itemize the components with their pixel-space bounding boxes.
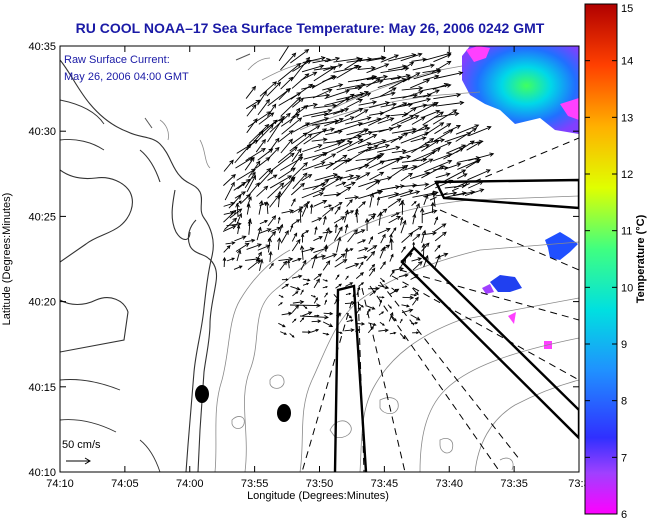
colorbar-title: Temperature (°C) [635, 214, 647, 303]
x-axis-label: Longitude (Degrees:Minutes) [247, 490, 389, 502]
map-title: RU COOL NOAA–17 Sea Surface Temperature:… [75, 20, 545, 36]
scale-arrow [66, 457, 91, 465]
current-time: May 26, 2006 04:00 GMT [64, 71, 189, 83]
inland-waterways [60, 99, 161, 472]
shipping-zones [333, 178, 579, 472]
sst-patch-east [482, 232, 578, 349]
colorbar-tick-label: 12 [621, 169, 633, 181]
colorbar [584, 3, 618, 515]
x-tick-label: 73:40 [435, 478, 463, 490]
colorbar-tick-label: 11 [621, 226, 632, 238]
y-tick-label: 40:35 [28, 41, 56, 53]
y-axis: 40:35 40:30 40:25 40:20 40:15 40:10 [28, 41, 579, 479]
x-tick-label: 74:10 [46, 478, 74, 490]
station-markers [195, 385, 291, 422]
y-tick-label: 40:15 [28, 382, 56, 394]
y-tick-label: 40:30 [28, 126, 56, 138]
coastline [60, 59, 218, 472]
colorbar-ticks: 15 14 13 12 11 10 9 8 7 6 [585, 3, 633, 519]
colorbar-tick-label: 14 [621, 56, 633, 68]
colorbar-tick-label: 10 [621, 282, 633, 294]
sst-patch-northeast [462, 46, 579, 134]
colorbar-tick-label: 8 [621, 396, 627, 408]
x-tick-label: 74:05 [111, 478, 139, 490]
y-tick-label: 40:10 [28, 467, 56, 479]
colorbar-tick-label: 6 [621, 509, 627, 519]
colorbar-tick-label: 9 [621, 339, 627, 351]
current-label: Raw Surface Current: [64, 54, 170, 66]
x-tick-label: 73:35 [500, 478, 528, 490]
x-tick-label: 73:50 [306, 478, 334, 490]
x-tick-label: 73:45 [371, 478, 399, 490]
y-tick-label: 40:25 [28, 211, 56, 223]
y-axis-label: Latitude (Degrees:Minutes) [1, 193, 13, 326]
colorbar-tick-label: 15 [621, 3, 633, 15]
radar-range-lines [301, 137, 579, 472]
y-tick-label: 40:20 [28, 297, 56, 309]
colorbar-tick-label: 13 [621, 112, 633, 124]
scale-label: 50 cm/s [62, 439, 101, 451]
x-tick-label: 73:3 [568, 478, 589, 490]
x-tick-label: 73:55 [241, 478, 269, 490]
x-axis: 74:10 74:05 74:00 73:55 73:50 73:45 73:40 73:35… [46, 46, 590, 490]
bathymetry-contours [159, 57, 579, 472]
surface-current-vectors [222, 46, 495, 340]
x-tick-label: 74:00 [176, 478, 204, 490]
colorbar-tick-label: 7 [621, 452, 627, 464]
